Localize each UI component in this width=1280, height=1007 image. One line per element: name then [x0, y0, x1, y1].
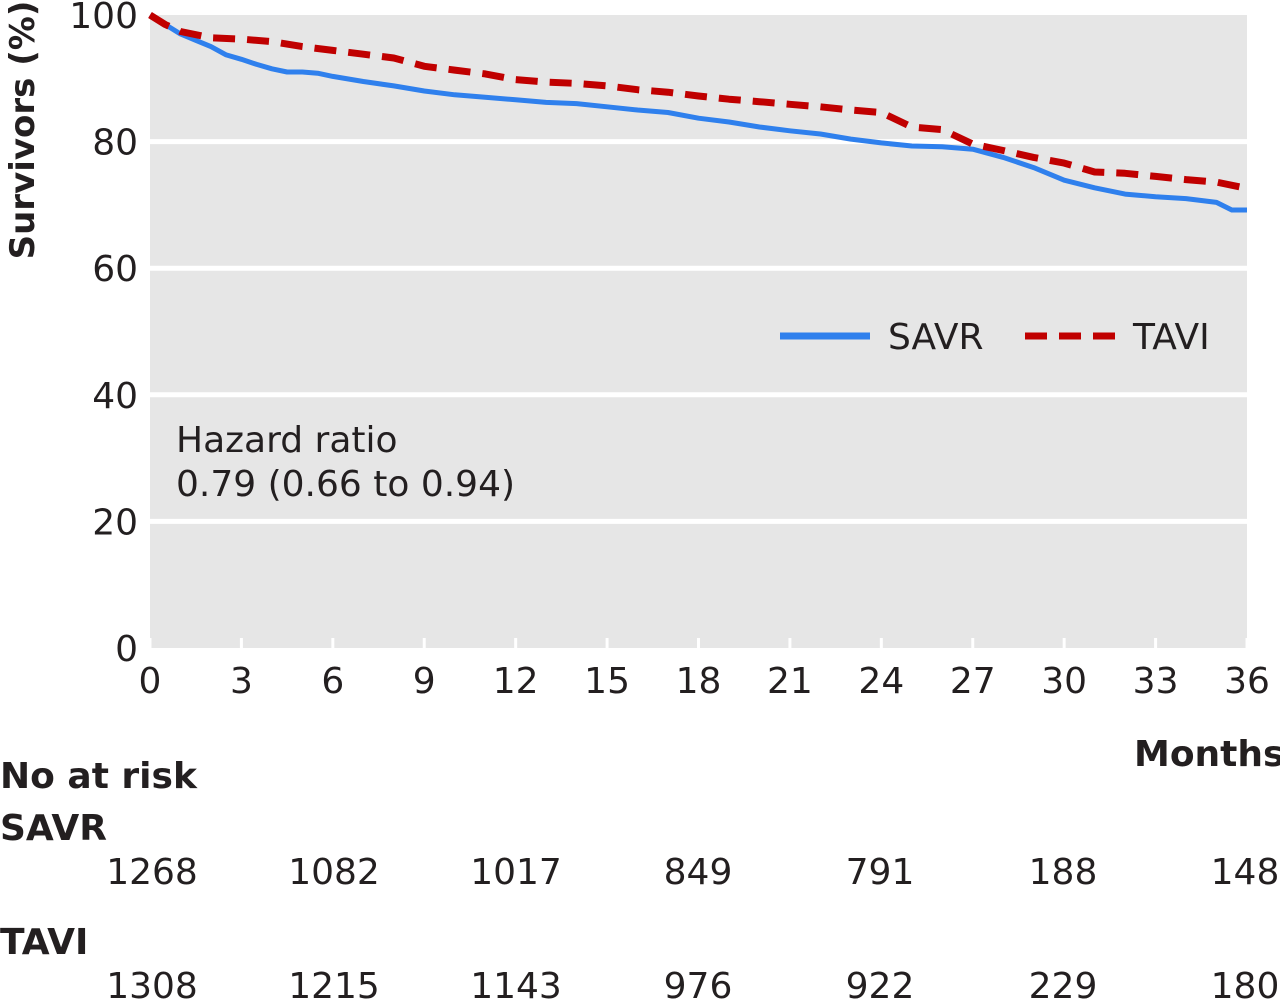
risk-value: 791: [845, 852, 915, 893]
x-tick-label: 6: [321, 661, 344, 702]
risk-row-tavi: 1308 1215 1143 976 922 229 180: [0, 966, 1280, 1007]
y-tick-label: 40: [92, 376, 138, 417]
x-tick-label: 9: [413, 661, 436, 702]
x-tick-label: 24: [858, 661, 904, 702]
annotation-line-2: 0.79 (0.66 to 0.94): [176, 464, 515, 505]
x-tick-label: 0: [139, 661, 162, 702]
risk-row-savr: 1268 1082 1017 849 791 188 148: [0, 852, 1280, 893]
risk-value: 1082: [288, 852, 380, 893]
risk-value: 148: [1210, 852, 1280, 893]
annotation-line-1: Hazard ratio: [176, 420, 398, 461]
grid-lines: [150, 139, 1247, 524]
series-line-savr: [148, 12, 1247, 213]
risk-value: 1017: [470, 852, 562, 893]
risk-value: 922: [845, 966, 915, 1007]
legend: SAVR TAVI: [780, 317, 1210, 358]
x-tick-label: 21: [767, 661, 813, 702]
plot-background: [150, 15, 1247, 648]
legend-label-savr: SAVR: [888, 317, 983, 358]
series-lines: [148, 12, 1248, 213]
risk-group-savr: SAVR: [0, 808, 107, 849]
y-tick-labels: 0 20 40 60 80 100: [69, 0, 138, 670]
risk-group-tavi: TAVI: [0, 922, 89, 963]
risk-value: 976: [663, 966, 733, 1007]
x-tick-label: 3: [230, 661, 253, 702]
y-axis-label: Survivors (%): [3, 1, 43, 260]
x-tick-label: 36: [1224, 661, 1270, 702]
series-line-tavi: [148, 12, 1248, 192]
risk-value: 1215: [288, 966, 380, 1007]
risk-value: 1143: [470, 966, 562, 1007]
x-tick-label: 15: [584, 661, 630, 702]
risk-value: 229: [1028, 966, 1098, 1007]
risk-table-title: No at risk: [0, 756, 197, 797]
y-tick-label: 20: [92, 502, 138, 543]
x-axis-label: Months: [1134, 734, 1280, 775]
y-tick-label: 100: [69, 0, 138, 37]
x-tick-label: 33: [1133, 661, 1179, 702]
risk-value: 1308: [106, 966, 198, 1007]
risk-value: 1268: [106, 852, 198, 893]
x-tick-label: 30: [1041, 661, 1087, 702]
x-tick-label: 12: [493, 661, 539, 702]
y-tick-label: 80: [92, 123, 138, 164]
risk-value: 849: [663, 852, 733, 893]
hazard-ratio-annotation: Hazard ratio 0.79 (0.66 to 0.94): [176, 420, 515, 505]
legend-label-tavi: TAVI: [1132, 317, 1210, 358]
y-tick-label: 60: [92, 249, 138, 290]
x-tick-label: 18: [676, 661, 722, 702]
x-tick-labels: 0 3 6 9 12 15 18 21 24 27 30 33 36: [139, 661, 1270, 702]
risk-value: 188: [1028, 852, 1098, 893]
x-tick-marks: [148, 638, 1249, 648]
risk-value: 180: [1210, 966, 1280, 1007]
x-tick-label: 27: [950, 661, 996, 702]
y-tick-label: 0: [115, 629, 138, 670]
